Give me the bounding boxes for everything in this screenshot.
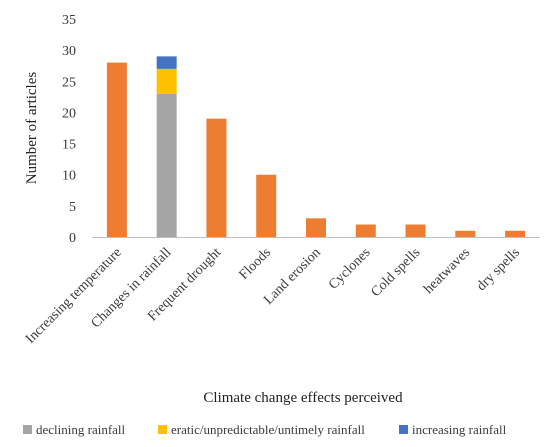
bar-segment — [156, 68, 177, 94]
x-tick-label: heatwaves — [421, 245, 473, 297]
y-axis-title: Number of articles — [24, 72, 40, 185]
legend-label: declining rainfall — [36, 422, 126, 437]
legend-swatch — [399, 425, 408, 434]
legend-swatch — [23, 425, 32, 434]
y-tick-label: 0 — [69, 231, 76, 246]
y-tick-label: 15 — [62, 138, 76, 153]
bar — [505, 230, 526, 237]
bars — [106, 56, 526, 237]
bar — [106, 62, 127, 237]
x-tick-label: Cold spells — [368, 245, 423, 300]
x-axis-title: Climate change effects perceived — [203, 390, 403, 406]
y-tick-label: 10 — [62, 169, 76, 184]
y-tick-label: 35 — [62, 13, 76, 28]
y-tick-label: 5 — [69, 200, 76, 215]
legend-label: increasing rainfall — [412, 422, 507, 437]
x-tick-label: Cyclones — [326, 245, 373, 292]
bar — [405, 224, 426, 237]
legend-swatch — [158, 425, 167, 434]
bar-segment — [156, 56, 177, 69]
y-tick-label: 25 — [62, 75, 76, 90]
y-tick-label: 20 — [62, 106, 76, 121]
y-axis-ticks: 0 5 10 15 20 25 30 35 — [62, 13, 76, 246]
x-tick-label: dry spells — [474, 245, 523, 294]
y-tick-label: 30 — [62, 44, 76, 59]
legend: declining rainfall eratic/unpredictable/u… — [23, 422, 507, 437]
x-tick-label: Floods — [236, 245, 274, 283]
legend-label: eratic/unpredictable/untimely rainfall — [171, 422, 365, 437]
bar — [206, 118, 227, 237]
bar — [355, 224, 376, 237]
x-tick-label: Increasing temperature — [23, 245, 125, 347]
bar — [306, 218, 326, 237]
bar — [256, 174, 277, 237]
bar — [455, 230, 476, 237]
bar-segment — [156, 93, 177, 237]
